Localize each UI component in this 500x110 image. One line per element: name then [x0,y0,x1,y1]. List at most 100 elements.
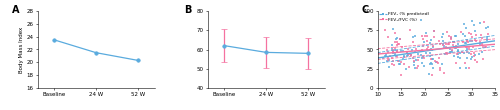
Point [456,31,464,33]
Point [442,43,450,45]
Point [386,55,394,57]
Point [397,74,405,75]
Point [394,43,402,45]
Point [412,59,420,61]
Point [390,64,398,66]
Point [421,35,429,37]
Point [483,38,491,40]
Point [403,51,411,53]
Point [438,63,446,65]
Point [444,53,452,55]
Point [384,36,392,38]
Point [428,50,436,51]
Point [404,52,411,54]
Point [458,51,466,53]
Point [418,45,426,46]
Point [430,37,438,38]
Point [400,63,408,65]
Point [430,30,438,32]
Point [396,38,404,40]
Point [432,60,440,62]
Point [440,33,448,35]
Point [420,57,428,59]
Point [462,57,470,59]
Point [425,73,433,74]
Point [426,39,434,41]
Point [446,37,454,39]
Point [408,50,416,51]
Point [478,43,486,44]
Point [440,47,448,49]
Point [395,43,403,45]
Point [391,47,399,49]
Point [475,53,483,55]
Point [454,43,462,45]
Point [456,67,464,69]
Point [473,61,481,62]
Point [448,44,456,45]
Point [482,27,490,28]
Point [434,62,442,64]
Point [414,65,422,67]
Point [464,67,472,68]
Point [452,62,460,63]
Point [460,52,468,54]
Point [452,36,460,37]
Text: B: B [184,5,192,15]
Point [452,47,460,49]
Point [409,41,417,43]
Point [436,69,444,71]
Point [420,65,428,66]
Point [442,31,450,33]
Point [432,62,440,63]
Point [470,46,478,48]
Point [386,66,394,68]
Point [456,57,464,58]
Point [463,46,471,48]
Point [465,49,473,50]
Point [394,60,402,62]
Point [418,49,426,50]
Point [389,28,397,29]
Point [424,35,432,37]
Point [428,74,436,75]
Point [466,40,474,42]
Point [422,52,430,53]
Point [435,40,443,42]
Point [402,68,409,70]
Point [476,22,484,24]
Point [462,46,470,48]
Point [427,48,435,50]
Point [419,38,427,40]
Point [454,49,462,51]
Point [411,35,419,37]
Point [412,68,420,69]
Point [388,48,396,50]
Point [410,61,418,63]
Point [446,48,454,50]
Point [414,53,422,55]
Point [440,72,448,74]
Point [444,43,452,45]
Point [454,56,462,57]
Point [445,35,453,37]
Point [410,60,418,62]
Point [461,42,469,44]
Point [398,46,406,48]
Point [390,51,398,53]
Point [452,45,460,46]
Point [468,36,476,38]
Point [400,55,408,57]
Point [448,50,456,52]
Point [384,59,392,60]
Point [478,52,486,53]
Point [430,30,438,31]
Point [470,24,478,26]
Point [404,48,412,50]
Point [424,46,432,48]
Point [478,34,486,36]
Point [468,53,475,55]
Point [454,53,462,54]
Point [465,46,473,47]
Point [404,53,412,55]
